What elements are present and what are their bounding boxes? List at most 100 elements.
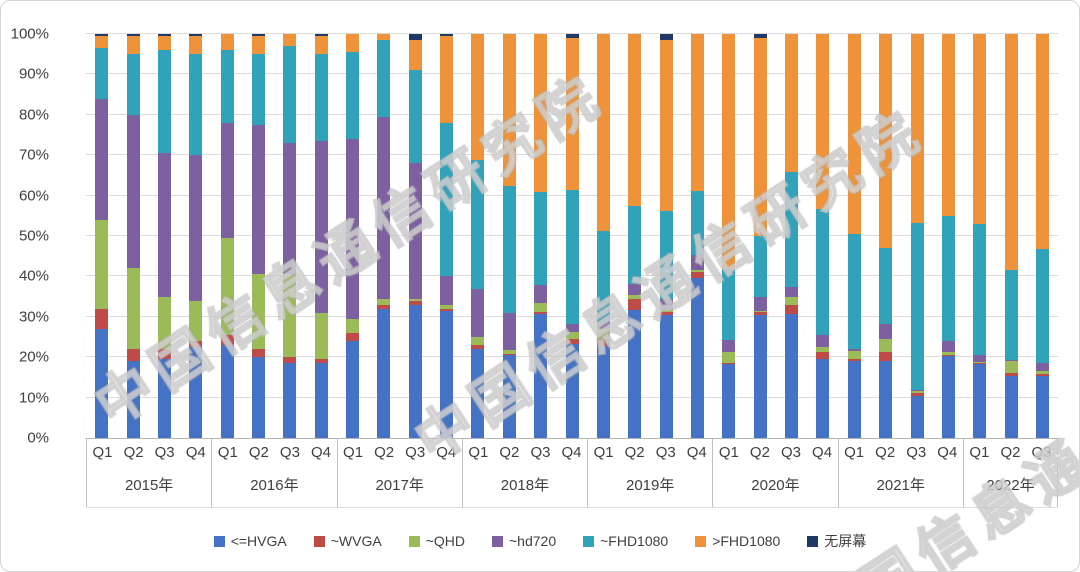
bar-segment — [753, 236, 767, 298]
legend-swatch-icon — [408, 535, 420, 547]
bar-segment — [157, 359, 171, 438]
bar-segment — [941, 351, 955, 355]
bar-slot — [964, 34, 995, 438]
bar-segment — [377, 34, 391, 41]
quarter-label: Q3 — [405, 444, 426, 461]
year-group: Q1 Q2 Q3 2022年 — [962, 439, 1059, 507]
stacked-bar — [753, 34, 767, 438]
bar-segment — [189, 341, 203, 348]
bar-segment — [973, 34, 987, 224]
legend-label: ~QHD — [425, 533, 465, 549]
bar-segment — [628, 206, 642, 284]
bar-segment — [628, 34, 642, 207]
bar-segment — [189, 155, 203, 301]
bar-slot — [1027, 34, 1058, 438]
bar-segment — [408, 70, 422, 164]
bar-slot — [274, 34, 305, 438]
bar-segment — [408, 40, 422, 71]
bar-segment — [565, 34, 579, 39]
bar-slot — [839, 34, 870, 438]
bar-segment — [189, 36, 203, 55]
bar-segment — [534, 303, 548, 312]
bar-segment — [283, 363, 297, 438]
year-group: Q1 Q2 Q3 Q4 2019年 — [587, 439, 712, 507]
legend-swatch-icon — [695, 535, 707, 547]
bar-segment — [408, 300, 422, 305]
bar-segment — [973, 364, 987, 438]
bar-segment — [189, 54, 203, 156]
stacked-bar — [816, 34, 830, 438]
bar-segment — [377, 298, 391, 305]
bar-segment — [220, 50, 234, 123]
stacked-bar — [910, 34, 924, 438]
bar-segment — [440, 34, 454, 37]
bar-segment — [440, 304, 454, 309]
bar-slot — [400, 34, 431, 438]
bar-slot — [368, 34, 399, 438]
quarter-label: Q2 — [875, 444, 896, 461]
bar-segment — [941, 354, 955, 356]
year-group: Q1 Q2 Q3 Q4 2018年 — [461, 439, 587, 507]
bar-segment — [596, 339, 610, 346]
bar-segment — [283, 357, 297, 364]
bar-segment — [1004, 269, 1018, 360]
stacked-bar — [220, 34, 234, 438]
bar-segment — [879, 360, 893, 438]
bar-segment — [628, 310, 642, 438]
bar-segment — [440, 276, 454, 305]
bar-segment — [659, 40, 673, 211]
bar-segment — [314, 36, 328, 55]
bar-segment — [879, 323, 893, 340]
stacked-bar — [126, 34, 140, 438]
quarter-label: Q4 — [310, 444, 331, 461]
quarter-label: Q4 — [686, 444, 707, 461]
bar-segment — [408, 34, 422, 41]
bar-slot — [933, 34, 964, 438]
legend-item: ~FHD1080 — [583, 533, 668, 549]
y-tick-label: 10% — [18, 389, 49, 407]
year-group: Q1 Q2 Q3 Q4 2017年 — [336, 439, 462, 507]
bar-slot — [306, 34, 337, 438]
bar-segment — [910, 389, 924, 392]
bar-segment — [691, 190, 704, 256]
bar-segment — [941, 356, 955, 438]
bar-segment — [816, 335, 830, 348]
quarter-label: Q2 — [749, 444, 770, 461]
bar-slot — [682, 34, 713, 438]
bar-segment — [973, 355, 987, 363]
bar-segment — [941, 341, 955, 352]
quarter-label: Q1 — [468, 444, 489, 461]
bar-segment — [440, 310, 454, 438]
bar-segment — [95, 219, 109, 309]
bar-segment — [753, 310, 767, 312]
bar-segment — [189, 347, 203, 438]
year-label: 2018年 — [500, 477, 550, 494]
bar-segment — [816, 34, 830, 209]
bar-segment — [251, 34, 265, 37]
bar-segment — [126, 34, 140, 37]
bar-segment — [95, 36, 109, 49]
quarter-label: Q1 — [844, 444, 865, 461]
bar-segment — [471, 337, 485, 346]
bar-segment — [628, 283, 642, 296]
legend-item: 无屏幕 — [807, 531, 866, 551]
bar-segment — [251, 124, 265, 275]
y-axis: 0% 10% 20% 30% 40% 50% 60% 70% 80% 90% 100% — [1, 26, 59, 447]
bar-segment — [440, 122, 454, 277]
quarter-label: Q3 — [906, 444, 927, 461]
stacked-bar — [251, 34, 265, 438]
bar-segment — [691, 255, 704, 271]
stacked-bar — [691, 34, 704, 438]
bar-segment — [95, 328, 109, 438]
legend-swatch-icon — [313, 535, 325, 547]
bar-segment — [910, 392, 924, 396]
bar-segment — [722, 34, 736, 269]
bar-segment — [502, 353, 516, 356]
bar-slot — [776, 34, 807, 438]
bar-slot — [556, 34, 587, 438]
quarter-label: Q3 — [154, 444, 175, 461]
quarter-label: Q2 — [1000, 444, 1021, 461]
y-tick-label: 20% — [18, 348, 49, 366]
bar-segment — [251, 36, 265, 55]
